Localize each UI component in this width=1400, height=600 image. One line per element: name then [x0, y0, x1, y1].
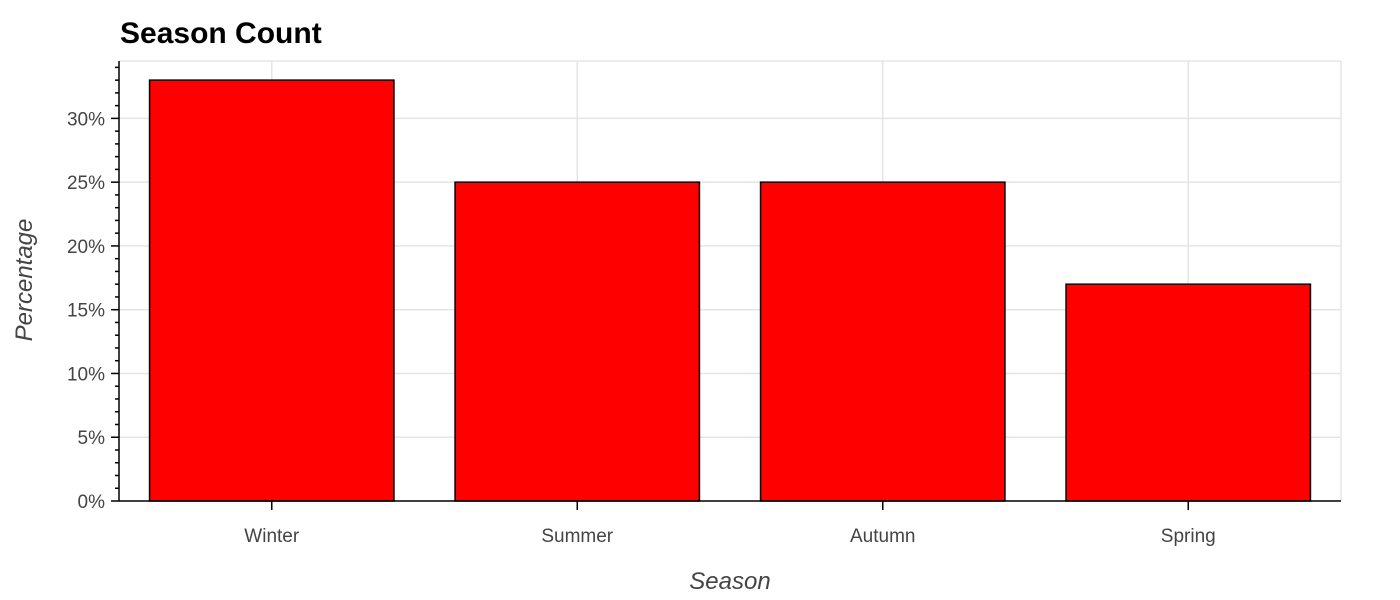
bars: [148, 79, 1312, 502]
bar-winter: [148, 79, 395, 502]
y-tick-label: 15%: [67, 301, 105, 322]
bar-summer: [454, 181, 701, 502]
bar-autumn: [759, 181, 1006, 502]
y-tick-label: 5%: [78, 428, 106, 449]
y-tick-label: 25%: [67, 173, 105, 194]
y-tick-label: 30%: [67, 109, 105, 130]
axes: [118, 61, 1341, 502]
y-tick-label: 10%: [67, 364, 105, 385]
y-tick-label: 20%: [67, 237, 105, 258]
x-tick-label: Spring: [1161, 526, 1216, 547]
chart-title: Season Count: [120, 17, 322, 50]
y-axis-title: Percentage: [11, 219, 38, 342]
bar-spring: [1065, 283, 1312, 502]
x-tick-label: Summer: [541, 526, 613, 547]
y-tick-label: 0%: [78, 492, 106, 513]
x-tick-label: Winter: [244, 526, 300, 547]
y-axis-ticks: 0% 5% 10% 15% 20% 25% 30%: [67, 66, 119, 513]
x-axis-title: Season: [689, 568, 770, 595]
x-tick-label: Autumn: [850, 526, 915, 547]
x-axis-ticks: Winter Summer Autumn Spring: [244, 501, 1216, 547]
